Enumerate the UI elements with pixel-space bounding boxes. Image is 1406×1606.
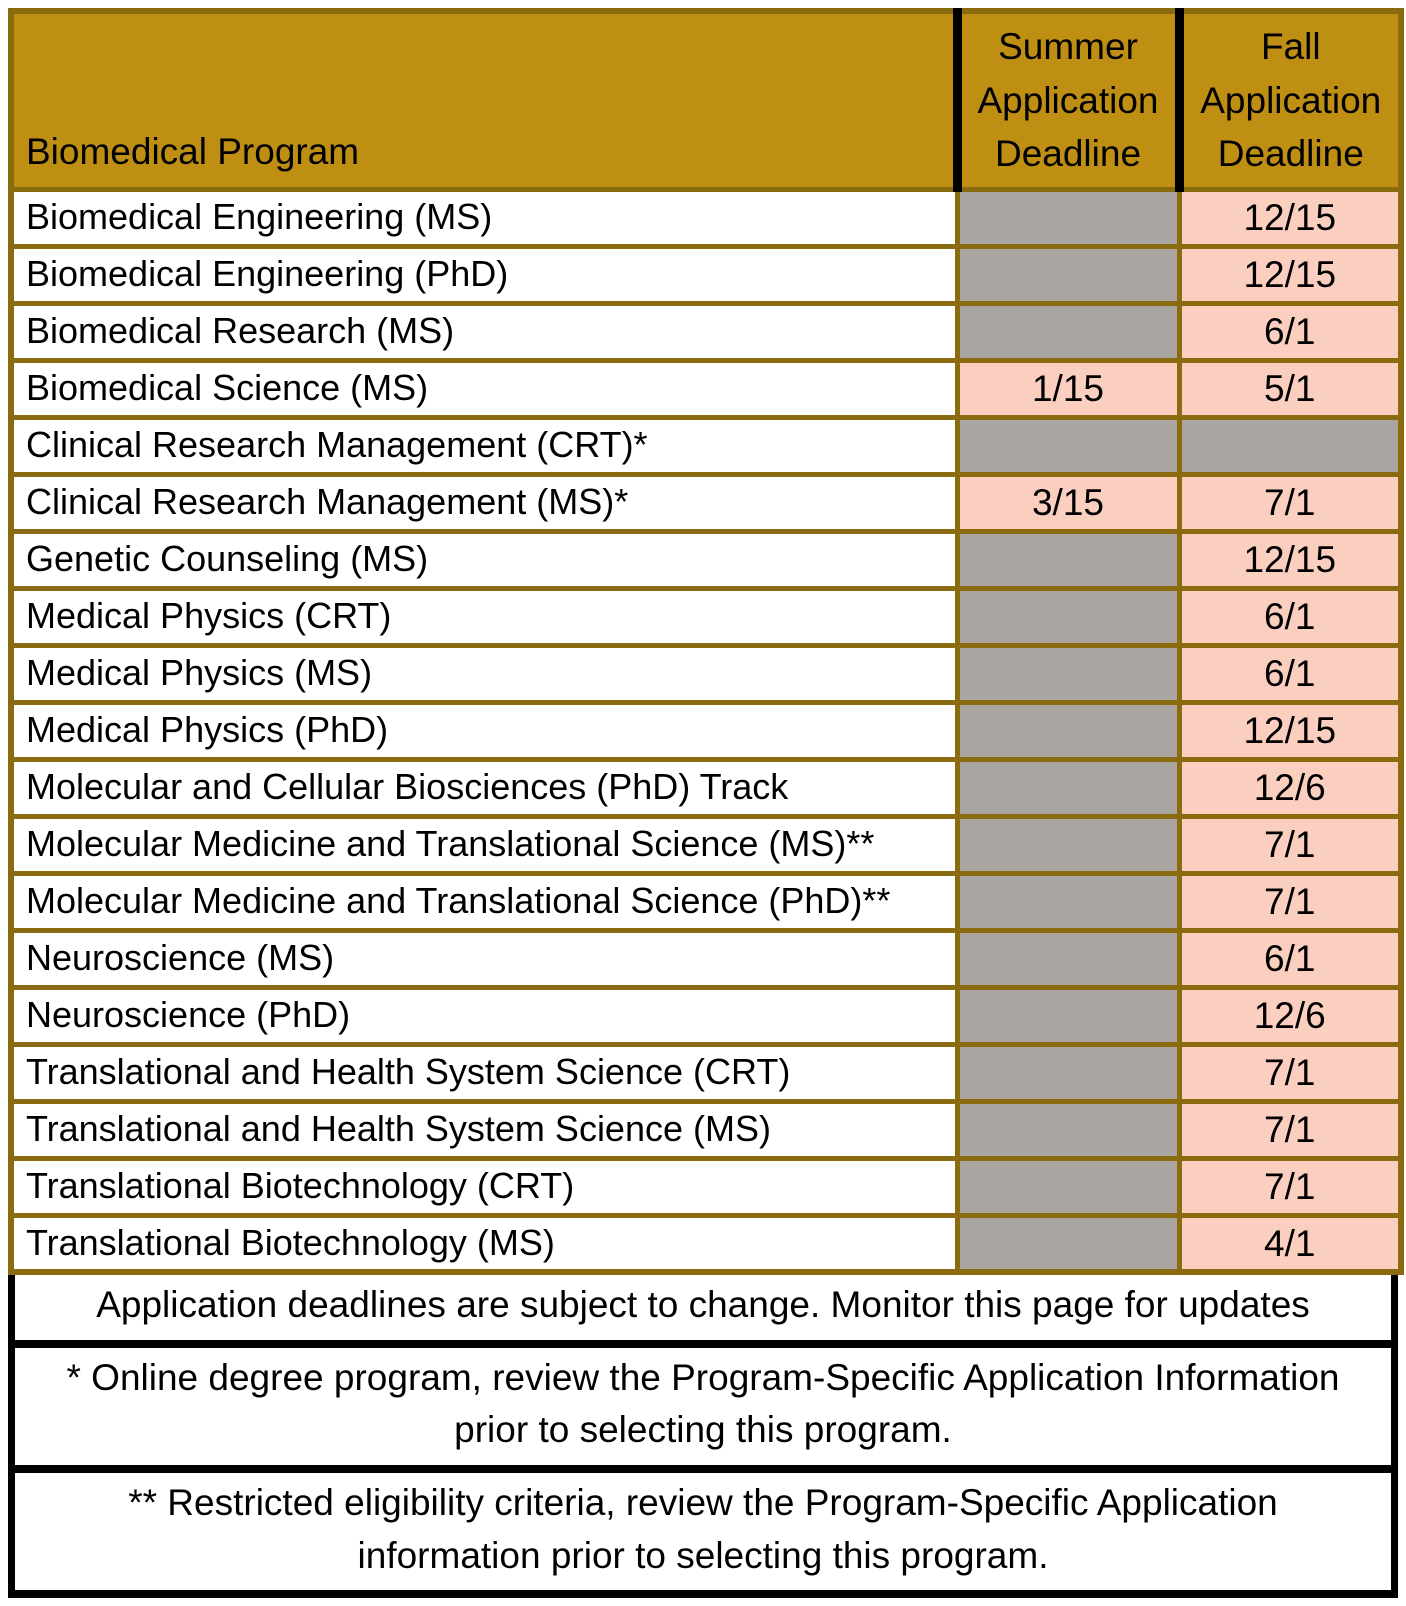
program-name-cell: Biomedical Science (MS) — [8, 357, 960, 420]
table-row: Medical Physics (MS) 6/1 — [8, 642, 1404, 705]
program-name-cell: Molecular and Cellular Biosciences (PhD)… — [8, 756, 960, 819]
summer-deadline-cell — [954, 186, 1182, 249]
summer-deadline-cell — [954, 300, 1182, 363]
fall-deadline-cell: 12/15 — [1176, 528, 1404, 591]
program-name-cell: Medical Physics (MS) — [8, 642, 960, 705]
program-name-cell: Molecular Medicine and Translational Sci… — [8, 813, 960, 876]
summer-deadline-cell — [954, 813, 1182, 876]
column-header-fall-deadline: Fall Application Deadline — [1174, 8, 1404, 192]
program-name-cell: Medical Physics (CRT) — [8, 585, 960, 648]
footnote: ** Restricted eligibility criteria, revi… — [8, 1473, 1398, 1599]
deadlines-table: Biomedical Program Summer Application De… — [8, 8, 1404, 1276]
fall-deadline-cell: 7/1 — [1176, 813, 1404, 876]
fall-deadline-cell: 7/1 — [1176, 1098, 1404, 1161]
fall-deadline-cell: 12/6 — [1176, 756, 1404, 819]
summer-deadline-cell — [954, 243, 1182, 306]
table-row: Molecular Medicine and Translational Sci… — [8, 870, 1404, 933]
program-name-cell: Translational and Health System Science … — [8, 1098, 960, 1161]
table-row: Medical Physics (PhD) 12/15 — [8, 699, 1404, 762]
summer-deadline-cell: 3/15 — [954, 471, 1182, 534]
table-row: Molecular and Cellular Biosciences (PhD)… — [8, 756, 1404, 819]
fall-deadline-cell: 12/15 — [1176, 699, 1404, 762]
table-row: Translational Biotechnology (CRT) 7/1 — [8, 1155, 1404, 1218]
summer-deadline-cell — [954, 414, 1182, 477]
summer-deadline-cell: 1/15 — [954, 357, 1182, 420]
summer-deadline-cell — [954, 1098, 1182, 1161]
program-name-cell: Molecular Medicine and Translational Sci… — [8, 870, 960, 933]
table-row: Molecular Medicine and Translational Sci… — [8, 813, 1404, 876]
footnote-line: * Online degree program, review the Prog… — [66, 1356, 1340, 1398]
summer-deadline-cell — [954, 699, 1182, 762]
table-row: Biomedical Engineering (PhD) 12/15 — [8, 243, 1404, 306]
program-name-cell: Clinical Research Management (CRT)* — [8, 414, 960, 477]
summer-deadline-cell — [954, 1212, 1182, 1275]
footnote-line: ** Restricted eligibility criteria, revi… — [128, 1482, 1278, 1524]
program-name-cell: Translational and Health System Science … — [8, 1041, 960, 1104]
fall-deadline-cell: 6/1 — [1176, 585, 1404, 648]
summer-deadline-cell — [954, 585, 1182, 648]
table-row: Biomedical Engineering (MS) 12/15 — [8, 186, 1404, 249]
program-name-cell: Biomedical Engineering (MS) — [8, 186, 960, 249]
summer-deadline-cell — [954, 1041, 1182, 1104]
fall-deadline-cell — [1176, 414, 1404, 477]
program-name-cell: Neuroscience (MS) — [8, 927, 960, 990]
table-row: Clinical Research Management (CRT)* — [8, 414, 1404, 477]
footnote-line: information prior to selecting this prog… — [357, 1534, 1049, 1576]
program-name-cell: Translational Biotechnology (MS) — [8, 1212, 960, 1275]
fall-deadline-cell: 5/1 — [1176, 357, 1404, 420]
footnote-line: Application deadlines are subject to cha… — [96, 1284, 1310, 1326]
footnote-line: prior to selecting this program. — [454, 1409, 952, 1451]
program-name-cell: Biomedical Engineering (PhD) — [8, 243, 960, 306]
fall-deadline-cell: 4/1 — [1176, 1212, 1404, 1275]
program-name-cell: Genetic Counseling (MS) — [8, 528, 960, 591]
table-row: Genetic Counseling (MS) 12/15 — [8, 528, 1404, 591]
fall-deadline-cell: 6/1 — [1176, 300, 1404, 363]
fall-deadline-cell: 6/1 — [1176, 927, 1404, 990]
footnote: * Online degree program, review the Prog… — [8, 1347, 1398, 1474]
program-name-cell: Clinical Research Management (MS)* — [8, 471, 960, 534]
table-row: Medical Physics (CRT) 6/1 — [8, 585, 1404, 648]
table-row: Biomedical Research (MS) 6/1 — [8, 300, 1404, 363]
program-name-cell: Biomedical Research (MS) — [8, 300, 960, 363]
table-row: Biomedical Science (MS) 1/15 5/1 — [8, 357, 1404, 420]
fall-deadline-cell: 7/1 — [1176, 870, 1404, 933]
header-row: Biomedical Program Summer Application De… — [8, 8, 1404, 192]
program-name-cell: Neuroscience (PhD) — [8, 984, 960, 1047]
fall-deadline-cell: 12/15 — [1176, 243, 1404, 306]
footnotes-section: Application deadlines are subject to cha… — [8, 1275, 1398, 1599]
table-header: Biomedical Program Summer Application De… — [8, 8, 1404, 192]
summer-deadline-cell — [954, 642, 1182, 705]
table-row: Neuroscience (MS) 6/1 — [8, 927, 1404, 990]
table-row: Neuroscience (PhD) 12/6 — [8, 984, 1404, 1047]
column-header-summer-deadline: Summer Application Deadline — [952, 8, 1182, 192]
table-row: Translational Biotechnology (MS) 4/1 — [8, 1212, 1404, 1275]
table-row: Translational and Health System Science … — [8, 1041, 1404, 1104]
footnote: Application deadlines are subject to cha… — [8, 1275, 1398, 1348]
table-body: Biomedical Engineering (MS) 12/15 Biomedic… — [8, 186, 1404, 1275]
summer-deadline-cell — [954, 528, 1182, 591]
program-name-cell: Translational Biotechnology (CRT) — [8, 1155, 960, 1218]
fall-deadline-cell: 7/1 — [1176, 1041, 1404, 1104]
fall-deadline-cell: 12/6 — [1176, 984, 1404, 1047]
fall-deadline-cell: 7/1 — [1176, 471, 1404, 534]
summer-deadline-cell — [954, 927, 1182, 990]
summer-deadline-cell — [954, 756, 1182, 819]
fall-deadline-cell: 7/1 — [1176, 1155, 1404, 1218]
summer-deadline-cell — [954, 870, 1182, 933]
summer-deadline-cell — [954, 1155, 1182, 1218]
table-row: Translational and Health System Science … — [8, 1098, 1404, 1161]
summer-deadline-cell — [954, 984, 1182, 1047]
column-header-biomedical-program: Biomedical Program — [8, 8, 960, 192]
fall-deadline-cell: 12/15 — [1176, 186, 1404, 249]
table-row: Clinical Research Management (MS)* 3/15 7/… — [8, 471, 1404, 534]
fall-deadline-cell: 6/1 — [1176, 642, 1404, 705]
program-name-cell: Medical Physics (PhD) — [8, 699, 960, 762]
